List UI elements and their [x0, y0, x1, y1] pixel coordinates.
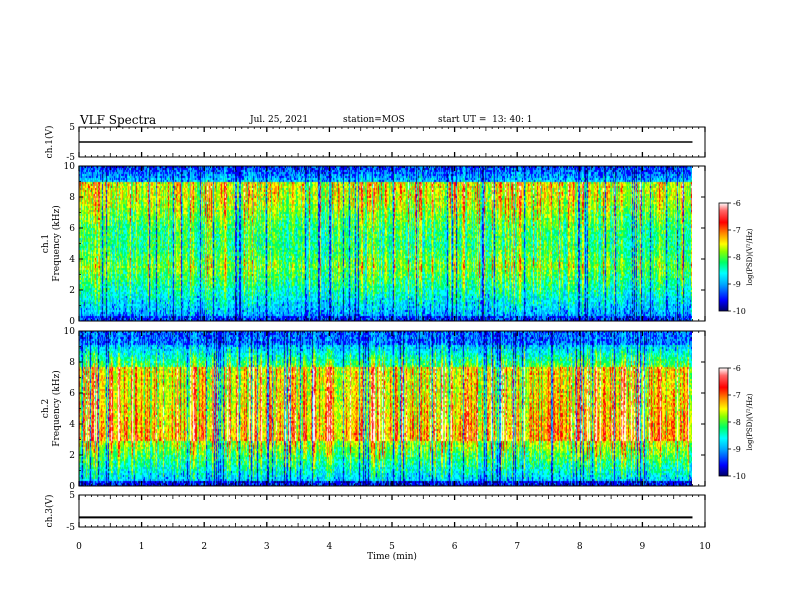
- ch2-spectrogram: [79, 331, 692, 486]
- y-axis-label: ch.3(V): [44, 495, 55, 528]
- colorbar-tick-label: -7: [733, 226, 741, 235]
- y-tick-label: 2: [69, 451, 75, 461]
- y-tick-label: 8: [69, 193, 75, 203]
- colorbar-tick-label: -10: [733, 472, 746, 481]
- x-tick-label: 10: [699, 542, 711, 552]
- colorbar-1: [718, 202, 729, 312]
- colorbar-tick-label: -8: [733, 253, 741, 262]
- y-axis-label: Frequency (kHz): [51, 370, 62, 447]
- x-axis-label: Time (min): [367, 551, 417, 562]
- colorbar-2: [718, 367, 729, 477]
- colorbar-tick-label: -9: [733, 445, 741, 454]
- colorbar-tick-label: -6: [733, 364, 741, 373]
- y-tick-label: 0: [69, 482, 75, 492]
- x-tick-label: 7: [514, 542, 520, 552]
- x-tick-label: 6: [452, 542, 458, 552]
- y-tick-label: 10: [64, 162, 76, 172]
- y-tick-label: 6: [69, 224, 75, 234]
- figure-date: Jul. 25, 2021: [250, 115, 309, 125]
- x-tick-label: 0: [76, 542, 82, 552]
- x-tick-label: 1: [139, 542, 145, 552]
- figure-start-time: start UT = 13: 40: 1: [438, 115, 533, 125]
- x-tick-label: 4: [327, 542, 333, 552]
- y-tick-label: 8: [69, 358, 75, 368]
- y-axis-label: Frequency (kHz): [51, 205, 62, 282]
- y-tick-label: 4: [69, 255, 75, 265]
- colorbar-tick-label: -9: [733, 280, 741, 289]
- colorbar-tick-label: -8: [733, 418, 741, 427]
- y-tick-label: 4: [69, 420, 75, 430]
- y-tick-label: 10: [64, 327, 76, 337]
- y-tick-label: -5: [66, 153, 75, 163]
- x-tick-label: 9: [640, 542, 646, 552]
- figure-title: VLF Spectra: [80, 113, 157, 127]
- y-tick-label: 5: [69, 123, 75, 133]
- colorbar-tick-label: -7: [733, 391, 741, 400]
- y-axis-label: ch.1(V): [44, 126, 55, 159]
- x-tick-label: 5: [389, 542, 395, 552]
- figure-station: station=MOS: [343, 115, 405, 125]
- colorbar-label: log(PSD)(V²/Hz): [746, 393, 754, 450]
- y-tick-label: 0: [69, 317, 75, 327]
- colorbar-tick-label: -6: [733, 199, 741, 208]
- x-tick-label: 8: [577, 542, 583, 552]
- x-tick-label: 3: [264, 542, 270, 552]
- colorbar-tick-label: -10: [733, 307, 746, 316]
- ch1-spectrogram: [79, 166, 692, 321]
- y-axis-label: ch.2: [41, 399, 51, 418]
- y-tick-label: 2: [69, 286, 75, 296]
- y-axis-label: ch.1: [41, 234, 51, 253]
- x-tick-label: 2: [201, 542, 207, 552]
- y-tick-label: -5: [66, 523, 75, 533]
- y-tick-label: 6: [69, 389, 75, 399]
- y-tick-label: 5: [69, 491, 75, 501]
- colorbar-label: log(PSD)(V²/Hz): [746, 228, 754, 285]
